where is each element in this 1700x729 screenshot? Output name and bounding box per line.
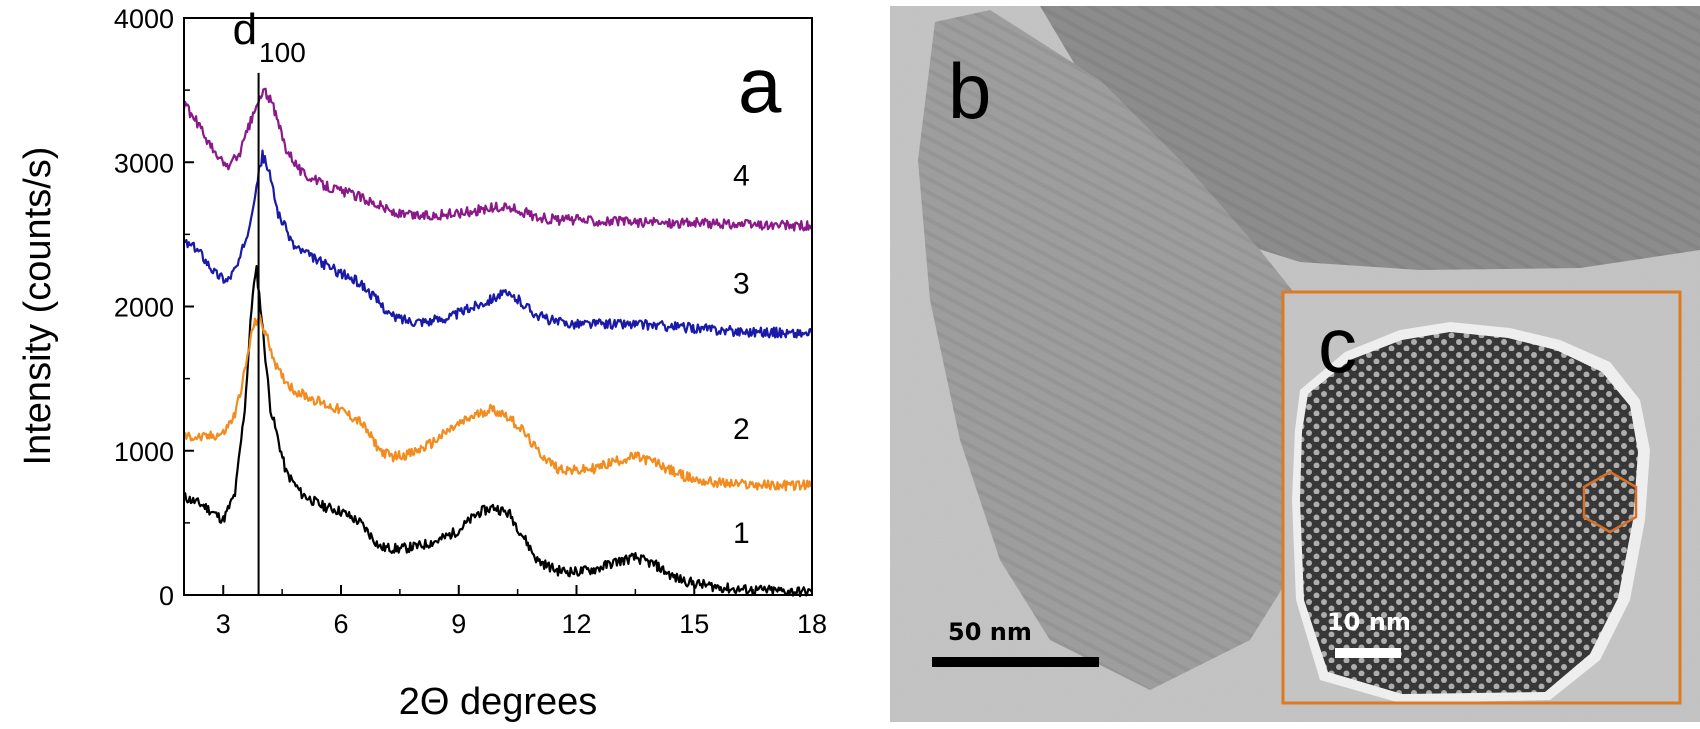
x-tick-label-15: 15: [679, 609, 709, 639]
tem-inset-c: c 10 nm: [1281, 290, 1682, 705]
x-tick-label-9: 9: [451, 609, 466, 639]
series-label-2: 2: [733, 413, 750, 446]
series-label-3: 3: [733, 268, 750, 301]
series-line-3: [183, 149, 814, 339]
y-tick-label-4000: 4000: [114, 4, 174, 34]
d100-main: d: [233, 5, 257, 54]
d100-subscript: 100: [259, 37, 306, 68]
x-tick-label-3: 3: [216, 609, 231, 639]
series-line-2: [182, 313, 813, 492]
x-tick-label-6: 6: [333, 609, 348, 639]
scale-bar-b: [932, 657, 1099, 667]
y-tick-label-3000: 3000: [114, 148, 174, 178]
scale-bar-c: [1335, 648, 1401, 658]
y-tick-label-2000: 2000: [114, 293, 174, 323]
x-axis-title: 2Θ degrees: [399, 681, 598, 723]
y-tick-label-0: 0: [159, 581, 174, 611]
y-axis-title: Intensity (counts/s): [17, 147, 59, 466]
panel-label-b: b: [948, 47, 991, 135]
series-label-1: 1: [733, 517, 750, 550]
x-tick-label-18: 18: [797, 609, 827, 639]
y-tick-label-1000: 1000: [114, 437, 174, 467]
inset-frame: [1281, 290, 1682, 705]
scale-text-b: 50 nm: [948, 618, 1032, 646]
x-tick-label-12: 12: [561, 609, 591, 639]
d100-annotation: d100: [233, 5, 306, 68]
scale-text-c: 10 nm: [1327, 608, 1411, 636]
hexagon-overlay: [1582, 470, 1638, 534]
panel-label-a: a: [738, 41, 782, 129]
series-line-4: [182, 87, 813, 232]
panel-label-c: c: [1318, 301, 1357, 389]
series-label-4: 4: [733, 159, 750, 192]
series-layer: [182, 87, 814, 598]
series-line-1: [183, 265, 813, 598]
